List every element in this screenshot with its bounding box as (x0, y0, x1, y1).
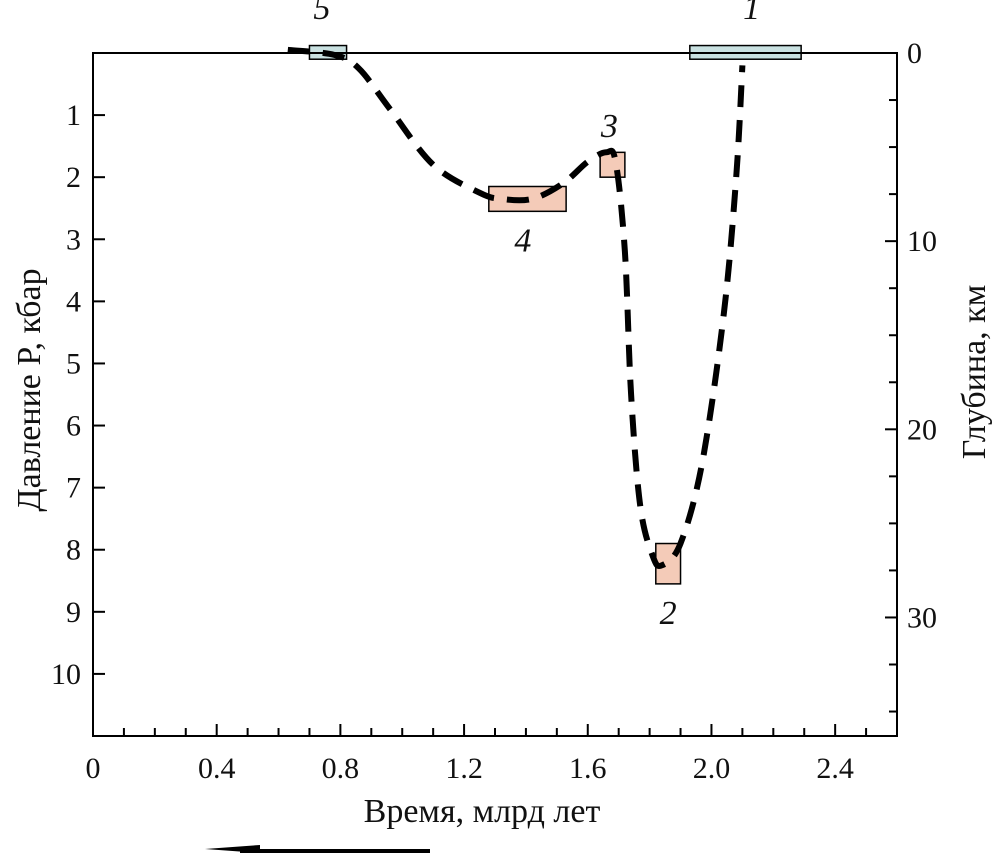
y-left-tick-label: 10 (51, 658, 81, 691)
y-axis-title-right: Глубина, км (956, 285, 993, 459)
x-tick-label: 0.8 (322, 752, 360, 785)
y-left-tick-label: 2 (66, 161, 81, 194)
stage-label-1: 1 (743, 0, 760, 27)
x-tick-label: 1.6 (569, 752, 607, 785)
y-right-tick-label: 30 (907, 601, 937, 634)
ptt-path-line (287, 46, 746, 570)
x-axis-title: Время, млрд лет (364, 793, 601, 830)
y-left-tick-label: 3 (66, 223, 81, 256)
y-left-tick-label: 4 (66, 285, 81, 318)
stage-label-4: 4 (514, 223, 531, 260)
y-right-tick-label: 10 (907, 225, 937, 258)
stage-label-5: 5 (313, 0, 330, 27)
y-left-tick-label: 1 (66, 99, 81, 132)
labels-layer: 0 0.4 0.8 1.2 1.6 2.0 2.4 1 2 3 4 5 6 7 8 9 10 0 10 20 30 1 2 3… (51, 0, 937, 785)
x-tick-label: 2.0 (693, 752, 731, 785)
y-left-tick-label: 8 (66, 534, 81, 567)
x-tick-label: 0 (86, 752, 101, 785)
y-left-tick-label: 6 (66, 410, 81, 443)
y-axis-title-left: Давление P, кбар (11, 268, 48, 511)
y-right-tick-label: 0 (907, 37, 922, 70)
ticks-layer (93, 99, 897, 736)
y-left-tick-label: 9 (66, 596, 81, 629)
y-left-tick-label: 7 (66, 472, 81, 505)
stage-label-3: 3 (600, 108, 618, 145)
stage-label-2: 2 (660, 595, 677, 632)
x-tick-label: 0.4 (198, 752, 236, 785)
series-layer (287, 46, 746, 570)
time-arrow (205, 845, 430, 853)
boxes-layer (308, 44, 802, 585)
plot-frame (92, 52, 898, 737)
y-right-tick-label: 20 (907, 413, 937, 446)
x-tick-label: 2.4 (816, 752, 854, 785)
y-left-tick-label: 5 (66, 347, 81, 380)
time-arrow-head (205, 845, 260, 853)
x-tick-label: 1.2 (445, 752, 483, 785)
